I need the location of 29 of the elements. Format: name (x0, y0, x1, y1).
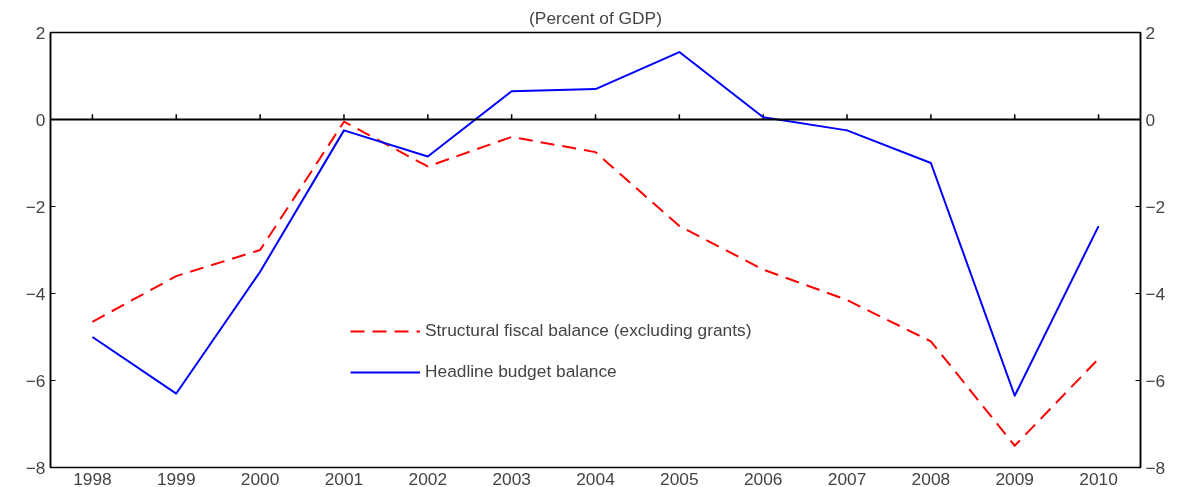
y-tick-label: −6 (25, 370, 46, 391)
x-tick-label: 2005 (660, 468, 699, 487)
x-tick-label: 1998 (73, 468, 112, 487)
y-tick-label: 2 (35, 22, 46, 43)
x-tick-label: 2008 (911, 468, 951, 487)
y2-tick-label: −2 (1145, 196, 1166, 217)
line-series (91, 51, 1100, 397)
y2-tick-label: 0 (1145, 109, 1156, 130)
x-tick-label: 2000 (240, 468, 280, 487)
x-tick-label: 1999 (157, 468, 196, 487)
x-tick-label: 2001 (324, 468, 364, 487)
x-tick-label: 2007 (827, 468, 867, 487)
x-tick-label: 2004 (576, 468, 616, 487)
x-tick-label: 2003 (492, 468, 531, 487)
y-tick-label: −4 (25, 283, 46, 304)
legend-label: Structural fiscal balance (excluding grants) (425, 320, 752, 341)
y2-tick-label: −6 (1145, 370, 1166, 391)
y-tick-label: −8 (25, 457, 46, 478)
x-tick-label: 2002 (408, 468, 448, 487)
y-tick-label: 0 (35, 109, 46, 130)
chart-title: (Percent of GDP) (529, 7, 662, 28)
y2-tick-label: −4 (1145, 283, 1166, 304)
y2-tick-label: −8 (1145, 457, 1166, 478)
y2-tick-label: 2 (1145, 22, 1156, 43)
y-tick-label: −2 (25, 196, 46, 217)
x-tick-label: 2009 (995, 468, 1035, 487)
x-tick-label: 2010 (1079, 468, 1118, 487)
legend-label: Headline budget balance (425, 361, 617, 382)
x-tick-label: 2006 (743, 468, 783, 487)
